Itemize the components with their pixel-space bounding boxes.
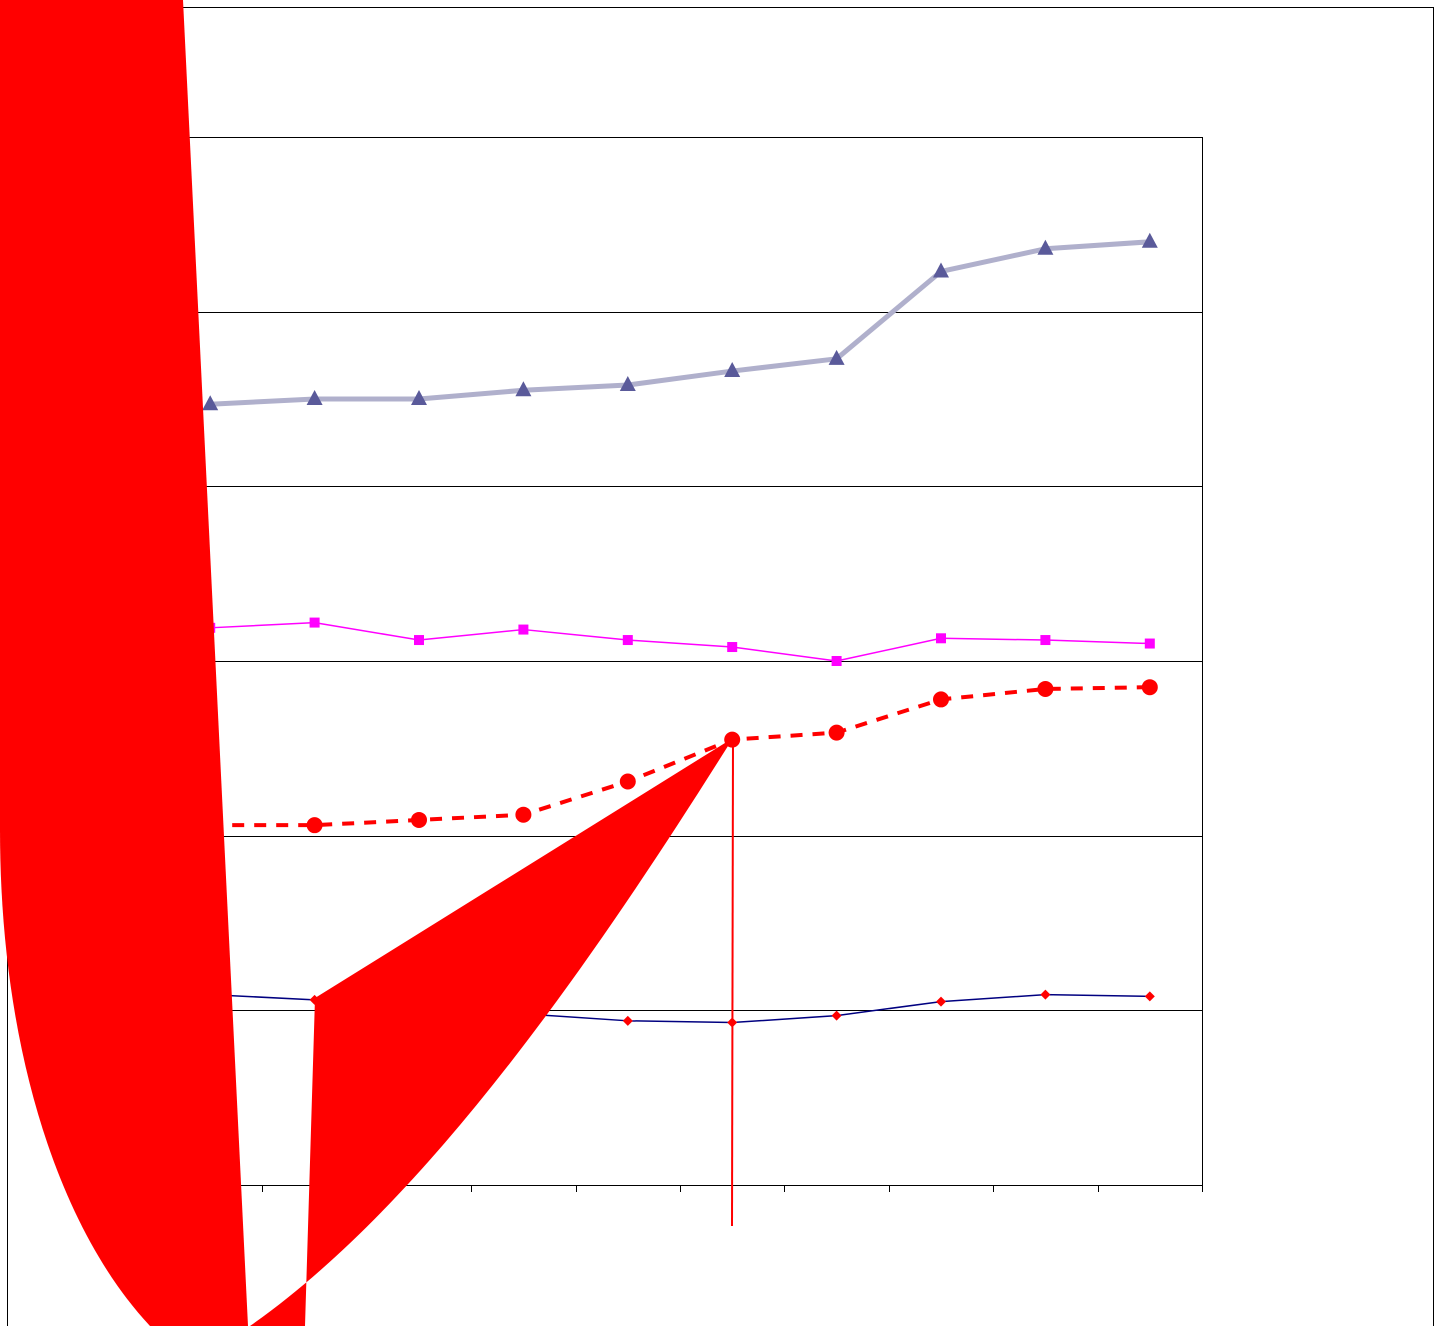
marker — [309, 617, 320, 628]
marker — [727, 642, 738, 653]
marker — [1141, 679, 1158, 696]
marker — [1144, 991, 1155, 1002]
marker — [933, 262, 949, 278]
marker — [724, 362, 741, 378]
red-shape — [250, 738, 733, 1326]
marker — [1144, 638, 1155, 649]
marker — [1141, 232, 1158, 248]
annotation — [0, 0, 734, 1326]
marker — [202, 395, 219, 411]
marker — [1040, 635, 1051, 646]
marker — [831, 656, 842, 666]
series-line — [210, 685, 1150, 828]
chart-frame — [7, 7, 1434, 1326]
marker — [411, 390, 427, 405]
marker — [936, 996, 946, 1007]
marker — [828, 724, 845, 741]
marker — [306, 817, 323, 834]
red-line — [731, 737, 734, 1227]
marker — [1040, 989, 1051, 1000]
marker — [622, 1015, 633, 1026]
marker — [831, 1010, 842, 1021]
series-line — [210, 239, 1150, 407]
marker — [619, 376, 636, 392]
marker — [411, 811, 427, 828]
marker — [1037, 680, 1054, 697]
red-shape — [0, 0, 248, 1326]
marker — [828, 349, 845, 365]
marker — [936, 633, 946, 644]
marker — [306, 390, 323, 405]
marker — [515, 806, 532, 823]
series-line — [210, 621, 1150, 662]
marker — [622, 635, 633, 646]
marker — [518, 624, 529, 635]
marker — [414, 635, 424, 646]
marker — [619, 773, 636, 790]
marker — [933, 691, 949, 708]
marker — [1037, 239, 1054, 255]
marker — [515, 381, 532, 397]
